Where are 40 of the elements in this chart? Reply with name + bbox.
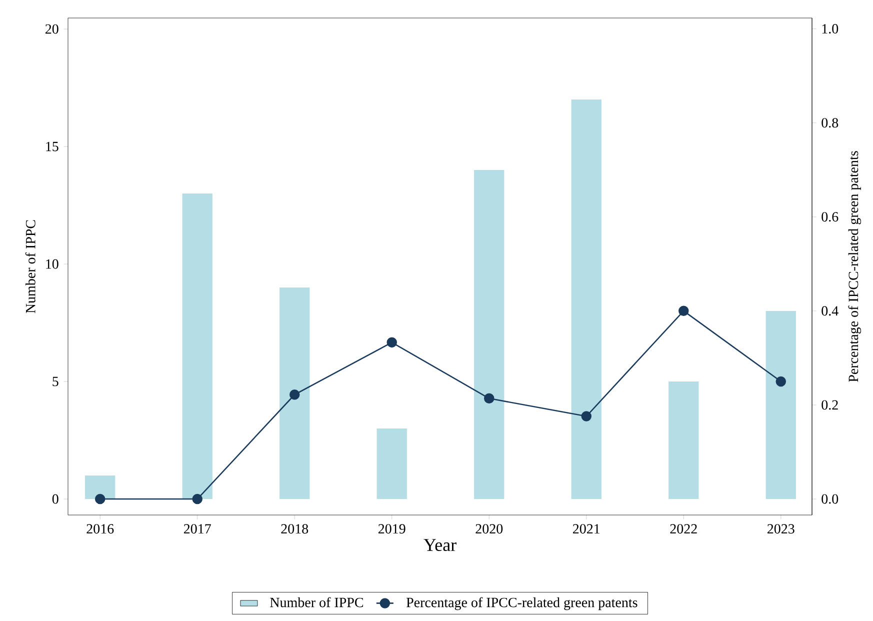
point bbox=[192, 494, 202, 504]
point bbox=[484, 393, 494, 404]
x-tick-label: 2021 bbox=[572, 524, 600, 534]
bar bbox=[182, 194, 212, 500]
y2-tick-label: 0.8 bbox=[822, 118, 838, 128]
legend-label: Number of IPPC bbox=[270, 597, 363, 608]
point bbox=[386, 337, 397, 348]
x-tick-label: 2016 bbox=[86, 524, 114, 534]
y2-axis-title: Percentage of IPCC-related green patents bbox=[848, 151, 862, 382]
bar bbox=[85, 476, 116, 500]
y2-tick-label: 0.4 bbox=[822, 306, 838, 316]
x-tick-label: 2022 bbox=[670, 524, 697, 534]
y-tick-label: 15 bbox=[46, 142, 58, 152]
bar bbox=[571, 100, 602, 500]
x-tick-label: 2018 bbox=[281, 524, 308, 534]
bar bbox=[766, 311, 796, 500]
point bbox=[94, 494, 106, 504]
bar bbox=[376, 428, 407, 500]
x-tick-label: 2020 bbox=[476, 524, 503, 534]
y-tick-label: 0 bbox=[52, 494, 58, 504]
bar bbox=[474, 170, 504, 500]
x-tick-label: 2019 bbox=[378, 524, 406, 534]
y-axis-title: Number of IPPC bbox=[25, 220, 36, 314]
y-tick-label: 5 bbox=[52, 376, 58, 386]
x-axis-title: Year bbox=[424, 539, 456, 552]
x-tick-label: 2023 bbox=[767, 524, 794, 534]
bar bbox=[668, 382, 699, 500]
point bbox=[678, 306, 689, 316]
y2-tick-label: 0.0 bbox=[822, 494, 838, 504]
y-tick-label: 20 bbox=[45, 24, 58, 34]
y-tick-label: 10 bbox=[46, 259, 58, 269]
point bbox=[581, 411, 592, 422]
point bbox=[289, 389, 300, 400]
point bbox=[776, 376, 786, 387]
bar bbox=[280, 288, 310, 500]
y2-tick-label: 1.0 bbox=[822, 24, 838, 34]
y2-tick-label: 0.6 bbox=[822, 212, 838, 222]
y2-tick-label: 0.2 bbox=[822, 400, 838, 410]
legend-label: Percentage of IPCC-related green patents bbox=[406, 597, 638, 610]
x-tick-label: 2017 bbox=[184, 524, 211, 534]
